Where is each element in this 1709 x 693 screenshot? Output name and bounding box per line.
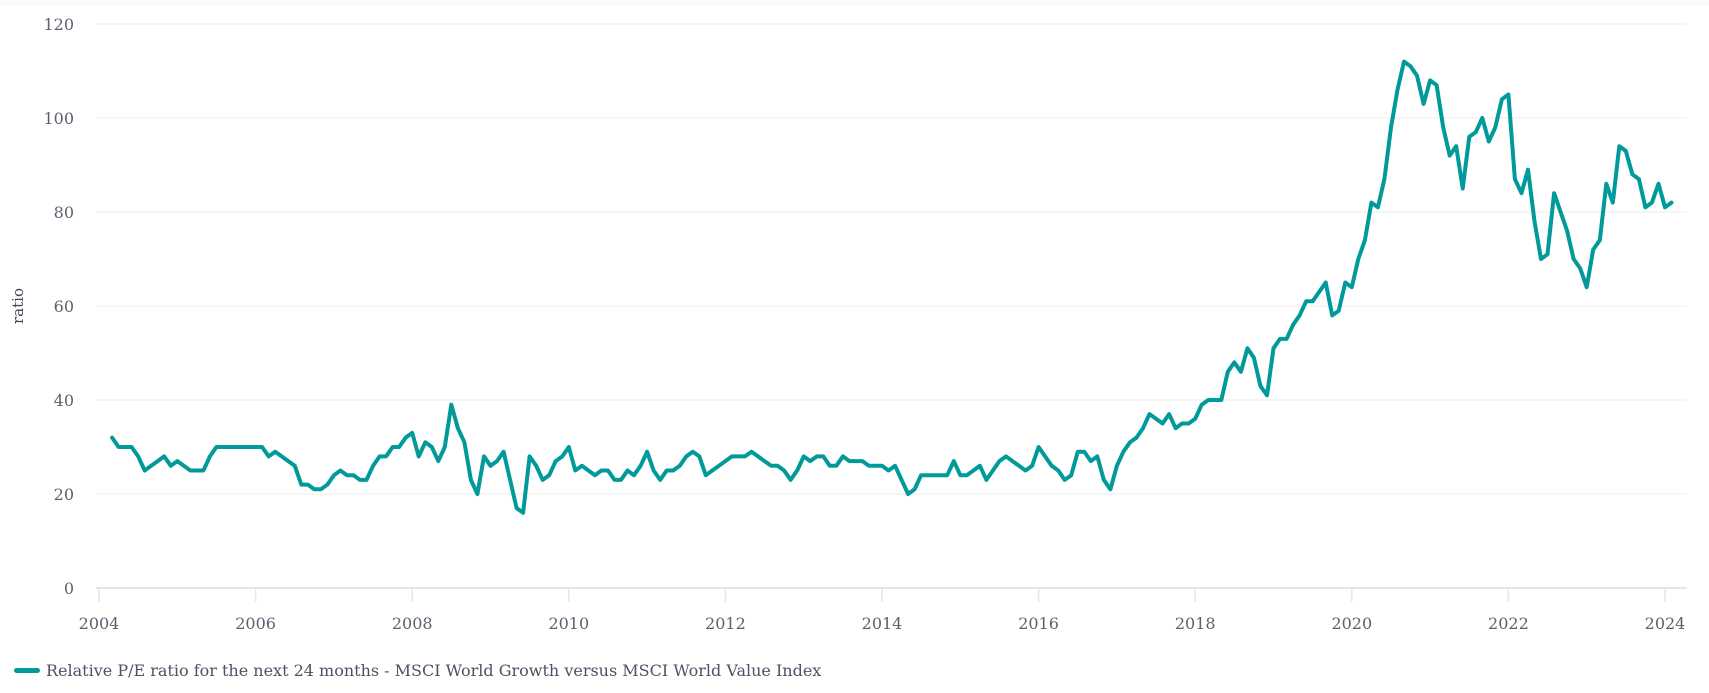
gridlines — [96, 23, 1687, 589]
x-tick-label: 2022 — [1488, 614, 1529, 633]
y-tick-label: 20 — [54, 485, 74, 504]
x-tick-label: 2004 — [79, 614, 120, 633]
y-tick-label: 120 — [43, 15, 74, 34]
y-axis-title: ratio — [9, 288, 27, 324]
x-tick-label: 2010 — [548, 614, 589, 633]
y-tick-label: 40 — [54, 391, 74, 410]
x-tick-label: 2014 — [862, 614, 903, 633]
top-band — [0, 0, 1709, 6]
series-line — [110, 59, 1674, 515]
y-tick-label: 60 — [54, 297, 74, 316]
y-tick-label: 80 — [54, 203, 74, 222]
x-tick-label: 2008 — [392, 614, 433, 633]
x-tick-label: 2024 — [1645, 614, 1686, 633]
x-tick-label: 2018 — [1175, 614, 1216, 633]
x-tick-label: 2020 — [1331, 614, 1372, 633]
x-tick-label: 2006 — [235, 614, 276, 633]
legend[interactable]: Relative P/E ratio for the next 24 month… — [14, 661, 821, 680]
y-tick-label: 0 — [64, 579, 74, 598]
legend-label: Relative P/E ratio for the next 24 month… — [46, 661, 822, 680]
series-layer — [110, 59, 1674, 515]
legend-swatch — [14, 668, 40, 673]
x-tick-label: 2012 — [705, 614, 746, 633]
y-axis: 0 20 40 60 80 100 120 — [43, 15, 74, 598]
x-axis: 2004 2006 2008 2010 2012 2014 2016 2018 2020 2022… — [79, 588, 1686, 633]
y-tick-label: 100 — [43, 109, 74, 128]
x-tick-label: 2016 — [1018, 614, 1059, 633]
